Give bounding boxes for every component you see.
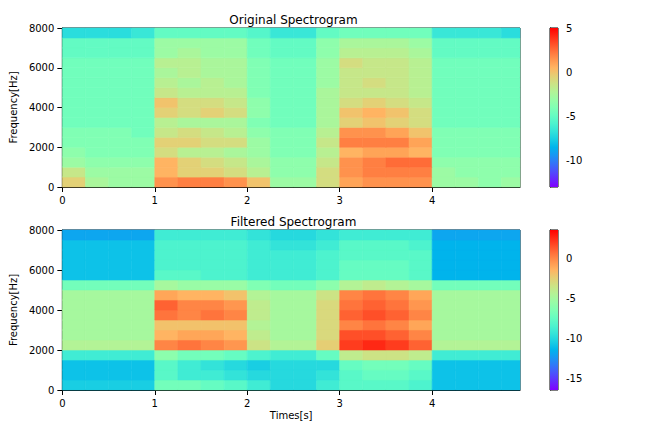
svg-text:5: 5: [566, 23, 572, 34]
svg-text:3: 3: [337, 195, 343, 206]
svg-text:2000: 2000: [29, 142, 54, 153]
svg-text:Times[s]: Times[s]: [269, 410, 313, 421]
svg-text:2: 2: [244, 195, 250, 206]
svg-text:8000: 8000: [29, 225, 54, 236]
svg-text:-5: -5: [566, 293, 576, 304]
svg-text:0: 0: [48, 182, 54, 193]
svg-text:0: 0: [566, 67, 572, 78]
svg-text:4000: 4000: [29, 102, 54, 113]
svg-text:4: 4: [429, 398, 435, 409]
svg-text:1: 1: [152, 398, 158, 409]
svg-text:-10: -10: [566, 155, 582, 166]
svg-text:Filtered Spectrogram: Filtered Spectrogram: [231, 215, 357, 229]
svg-text:2: 2: [244, 398, 250, 409]
svg-text:4: 4: [429, 195, 435, 206]
svg-text:-15: -15: [566, 373, 582, 384]
svg-text:-5: -5: [566, 111, 576, 122]
svg-text:0: 0: [59, 398, 65, 409]
svg-text:0: 0: [48, 385, 54, 396]
svg-text:6000: 6000: [29, 265, 54, 276]
svg-text:0: 0: [59, 195, 65, 206]
svg-text:-10: -10: [566, 333, 582, 344]
svg-text:6000: 6000: [29, 62, 54, 73]
svg-text:1: 1: [152, 195, 158, 206]
svg-text:4000: 4000: [29, 305, 54, 316]
svg-text:Frequency[Hz]: Frequency[Hz]: [8, 71, 19, 143]
svg-text:Original Spectrogram: Original Spectrogram: [229, 13, 357, 27]
svg-text:2000: 2000: [29, 345, 54, 356]
svg-text:3: 3: [337, 398, 343, 409]
svg-text:Frequency[Hz]: Frequency[Hz]: [8, 274, 19, 346]
svg-text:0: 0: [566, 253, 572, 264]
svg-text:8000: 8000: [29, 23, 54, 34]
